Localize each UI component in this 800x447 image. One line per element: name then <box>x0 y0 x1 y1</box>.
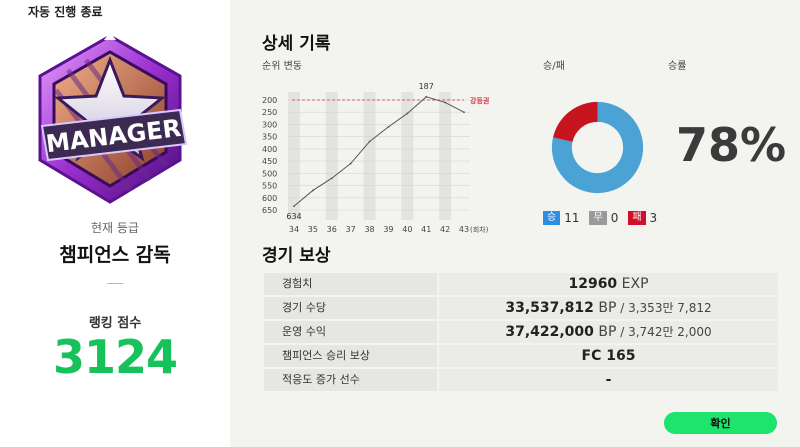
chart-x-tick-label: 34 <box>289 225 299 234</box>
data-point <box>330 177 333 180</box>
chart-x-axis-label: (회차) <box>470 225 489 234</box>
rewards-title: 경기 보상 <box>262 246 331 266</box>
series-line <box>293 96 465 207</box>
data-point <box>349 162 352 165</box>
reward-unit: BP <box>593 300 617 316</box>
chart-y-tick-label: 650 <box>262 206 277 215</box>
reward-unit: BP <box>593 324 617 340</box>
chart-column-band <box>363 92 376 220</box>
winloss-label: 승/패 <box>543 61 565 72</box>
chart-y-tick-label: 250 <box>262 108 277 117</box>
detail-title: 상세 기록 <box>262 34 331 54</box>
chart-y-tick-label: 500 <box>262 169 277 178</box>
manager-emblem-icon: MANAGER <box>28 32 192 204</box>
reward-label: 경험치 <box>264 273 437 295</box>
winloss-donut-chart <box>551 101 644 194</box>
chart-x-tick-label: 39 <box>383 225 393 234</box>
reward-row: 챔피언스 승리 보상 FC 165 <box>264 345 778 367</box>
donut-slice-2 <box>553 101 598 142</box>
chart-x-tick-label: 38 <box>364 225 374 234</box>
reward-row: 운영 수익 37,422,000 BP / 3,742만 2,000 <box>264 321 778 343</box>
reward-sub: / 3,353만 7,812 <box>616 301 712 315</box>
data-label: 634 <box>286 212 301 221</box>
chart-x-tick-label: 41 <box>421 225 431 234</box>
reward-row: 경기 수당 33,537,812 BP / 3,353만 7,812 <box>264 297 778 319</box>
donut-slice-0 <box>551 101 644 194</box>
reward-value-cell: 33,537,812 BP / 3,353만 7,812 <box>439 297 778 319</box>
chart-y-tick-label: 550 <box>262 182 277 191</box>
chart-x-tick-label: 42 <box>440 225 450 234</box>
data-point <box>444 101 447 104</box>
chart-column-band <box>288 92 300 220</box>
winrate-label: 승률 <box>668 61 687 72</box>
reward-value: 33,537,812 <box>505 300 594 316</box>
chart-x-tick-label: 37 <box>346 225 356 234</box>
chart-x-tick-label: 43 <box>459 225 469 234</box>
chart-x-tick-label: 40 <box>402 225 412 234</box>
data-point <box>311 189 314 192</box>
legend-chip: 패 <box>628 211 646 225</box>
reward-label: 운영 수익 <box>264 321 437 343</box>
reward-row: 적응도 증가 선수 - <box>264 369 778 391</box>
rewards-table: 경험치 12960 EXP 경기 수당 33,537,812 BP / 3,353만 … <box>264 273 778 393</box>
reference-line-label: 강등권 <box>470 96 489 105</box>
reward-value-cell: 12960 EXP <box>439 273 778 295</box>
reward-value-cell: - <box>439 369 778 391</box>
data-label: 187 <box>419 82 434 91</box>
rank-score-label: 랭킹 점수 <box>88 316 142 331</box>
reward-sub: / 3,742만 2,000 <box>616 325 712 339</box>
reward-value: - <box>605 372 612 388</box>
confirm-button[interactable]: 확인 <box>664 412 777 434</box>
legend-chip: 승 <box>543 211 561 225</box>
data-point <box>293 205 295 207</box>
reward-row: 경험치 12960 EXP <box>264 273 778 295</box>
reward-value: 37,422,000 <box>505 324 594 340</box>
chart-y-tick-label: 350 <box>262 133 277 142</box>
reward-value: 12960 <box>568 276 618 292</box>
chart-column-band <box>325 92 338 220</box>
chart-column-band <box>401 92 414 220</box>
chart-x-tick-label: 35 <box>308 225 318 234</box>
reward-label: 경기 수당 <box>264 297 437 319</box>
reward-label: 챔피언스 승리 보상 <box>264 345 437 367</box>
reward-value: FC 165 <box>581 348 636 364</box>
data-point <box>368 140 371 143</box>
chart-column-band <box>439 92 452 220</box>
reward-unit: EXP <box>617 276 649 292</box>
winrate-value: 78% <box>676 118 787 172</box>
divider <box>107 283 123 284</box>
data-point <box>425 95 428 98</box>
rank-change-chart: 200 250 300 350 400 450 500 550 600 650 강등권 634 187 3… <box>262 82 489 234</box>
status-text: 자동 진행 종료 <box>28 5 103 19</box>
chart-y-tick-label: 600 <box>262 194 277 203</box>
grade-label: 현재 등급 <box>91 221 139 235</box>
chart-y-tick-label: 400 <box>262 145 277 154</box>
reward-value-cell: 37,422,000 BP / 3,742만 2,000 <box>439 321 778 343</box>
chart-y-tick-label: 200 <box>262 96 277 105</box>
data-point <box>463 111 465 114</box>
rank-change-label: 순위 변동 <box>262 61 302 72</box>
grade-value: 챔피언스 감독 <box>59 244 171 266</box>
chart-y-tick-label: 300 <box>262 120 277 129</box>
rank-score-value: 3124 <box>52 330 178 384</box>
chart-y-tick-label: 450 <box>262 157 277 166</box>
legend-count: 11 <box>564 211 580 225</box>
chart-x-tick-label: 36 <box>327 225 337 234</box>
legend-count: 3 <box>649 211 658 225</box>
winloss-legend: 승 11 무 0 패 3 <box>543 211 657 225</box>
legend-item: 승 11 <box>543 211 579 225</box>
legend-count: 0 <box>610 211 619 225</box>
legend-chip: 무 <box>589 211 607 225</box>
reward-value-cell: FC 165 <box>439 345 778 367</box>
reward-label: 적응도 증가 선수 <box>264 369 437 391</box>
data-point <box>387 125 390 128</box>
data-point <box>406 112 409 115</box>
